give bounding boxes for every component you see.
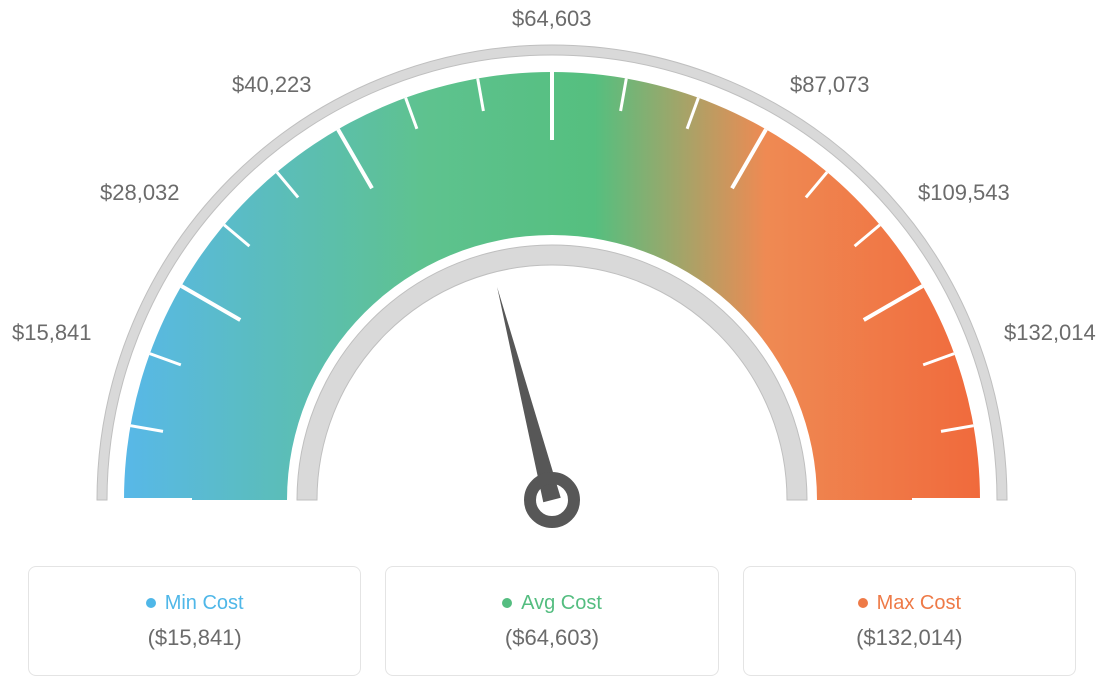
legend-label-text: Max Cost [877,592,961,615]
gauge-tick-label: $15,841 [12,320,92,346]
legend-dot-avg [502,598,512,608]
legend-label-text: Avg Cost [521,592,602,615]
legend-card-max: Max Cost ($132,014) [743,566,1076,676]
legend-value-max: ($132,014) [856,625,962,651]
gauge-tick-label: $64,603 [512,6,592,32]
legend-card-min: Min Cost ($15,841) [28,566,361,676]
gauge-chart: $15,841 $28,032 $40,223 $64,603 $87,073 $109,… [0,0,1104,560]
legend-dot-min [146,598,156,608]
gauge-svg [0,0,1104,560]
gauge-tick-label: $28,032 [100,180,180,206]
legend-row: Min Cost ($15,841) Avg Cost ($64,603) Ma… [0,566,1104,690]
legend-label-max: Max Cost [858,592,961,615]
legend-card-avg: Avg Cost ($64,603) [385,566,718,676]
legend-dot-max [858,598,868,608]
legend-value-min: ($15,841) [148,625,242,651]
gauge-tick-label: $87,073 [790,72,870,98]
gauge-tick-label: $132,014 [1004,320,1096,346]
legend-label-avg: Avg Cost [502,592,602,615]
legend-label-text: Min Cost [165,592,244,615]
legend-label-min: Min Cost [146,592,244,615]
gauge-tick-label: $40,223 [232,72,312,98]
legend-value-avg: ($64,603) [505,625,599,651]
gauge-tick-label: $109,543 [918,180,1010,206]
